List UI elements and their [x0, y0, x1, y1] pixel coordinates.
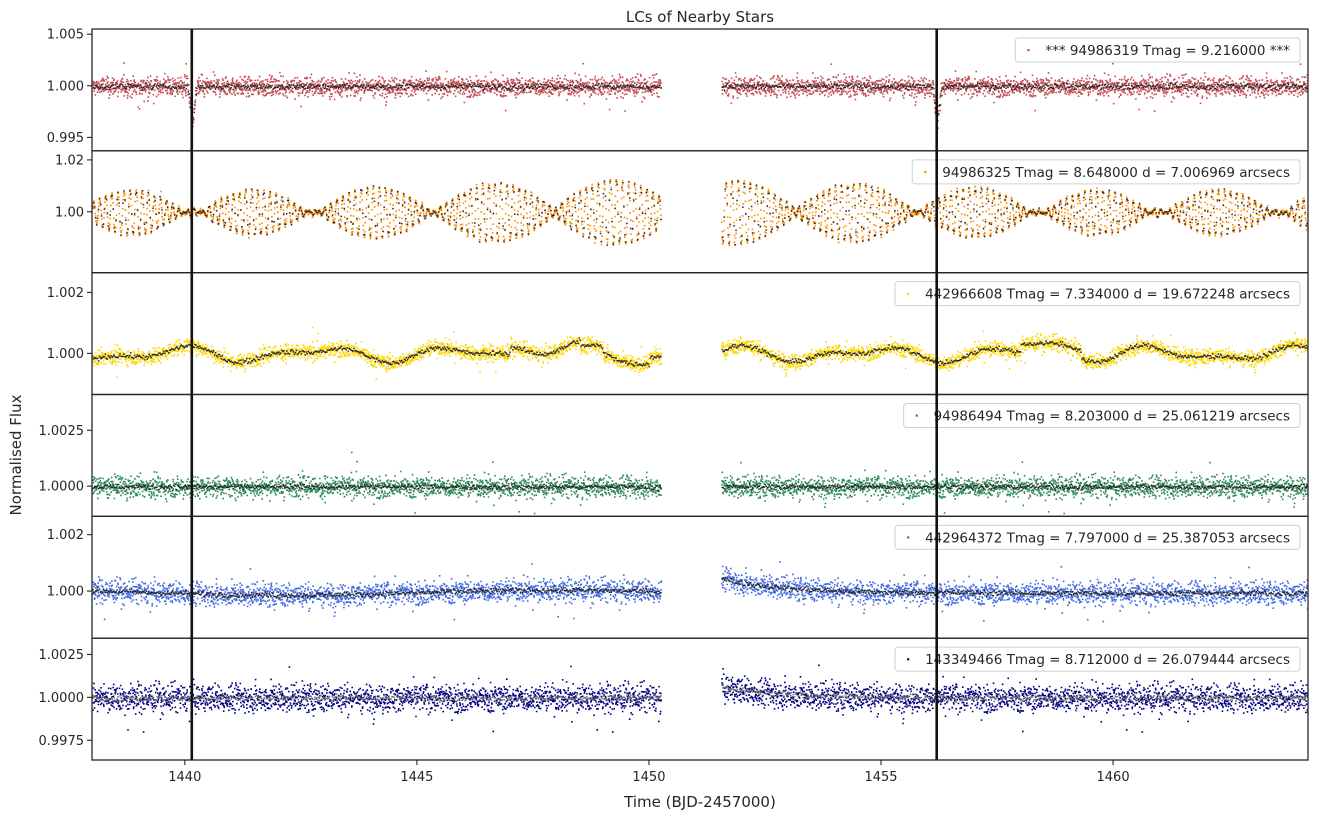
panel-5-legend-label: 442964372 Tmag = 7.797000 d = 25.387053 … — [925, 530, 1290, 546]
lightcurve-panel-6: 0.9975 1.0000 1.0025 143349466 Tmag = 8.712… — [39, 637, 1309, 761]
panel-2-legend-box — [911, 159, 1301, 185]
lightcurve-panel-4: 1.0000 1.0025 94986494 Tmag = 8.203000 d =… — [39, 393, 1309, 517]
panel-3-legend: 442966608 Tmag = 7.334000 d = 19.672248 … — [894, 281, 1301, 307]
panel-4-legend-box — [903, 403, 1301, 428]
panel-1-legend-box — [1014, 37, 1301, 63]
panel-4-raw-series — [92, 451, 1308, 517]
panel-6-legend-box — [894, 646, 1301, 672]
panel-6-legend-marker — [907, 658, 910, 661]
panel-3-y-tick-label: 1.002 — [47, 286, 84, 301]
panel-3-legend-label: 442966608 Tmag = 7.334000 d = 19.672248 … — [925, 287, 1290, 303]
panel-6-y-tick-label: 1.0025 — [39, 648, 85, 663]
lightcurve-panel-3: 1.000 1.002 442966608 Tmag = 7.334000 d = … — [47, 272, 1309, 396]
panel-5-data-points — [92, 561, 1308, 623]
panel-4-data-points — [92, 451, 1308, 517]
panel-6-frame — [91, 637, 1309, 761]
panel-1-data-points — [92, 62, 1308, 130]
y-axis-label: Normalised Flux — [7, 394, 25, 515]
panel-2-legend-marker — [924, 170, 927, 174]
panel-6-y-tick-label: 1.0000 — [39, 691, 85, 706]
x-tick-label: 1450 — [632, 770, 665, 785]
panel-5-y-tick-label: 1.002 — [47, 528, 84, 543]
panel-3-legend-marker — [907, 292, 910, 295]
panel-1-binned-series — [92, 81, 1308, 122]
lightcurve-panel-2: 1.00 1.02 94986325 Tmag = 8.648000 d = 7.0… — [55, 150, 1309, 274]
panel-4-legend: 94986494 Tmag = 8.203000 d = 25.061219 a… — [903, 403, 1301, 428]
panel-2-legend: 94986325 Tmag = 8.648000 d = 7.006969 ar… — [911, 159, 1301, 185]
panel-6-raw-series — [92, 664, 1308, 733]
panel-3-data-points — [92, 326, 1308, 380]
panels-layer: 0.995 1.000 1.005 *** 94986319 Tmag = 9.216… — [39, 28, 1309, 761]
panel-1-raw-series — [92, 62, 1308, 130]
x-tick-label: 1455 — [864, 770, 897, 785]
x-tick-label: 1460 — [1097, 770, 1130, 785]
panel-5-y-tick-label: 1.000 — [47, 585, 84, 600]
panel-1-legend-marker — [1027, 49, 1030, 52]
x-axis: 1440 1445 1450 1455 1460 — [168, 760, 1130, 785]
panel-3-legend-box — [894, 281, 1301, 307]
x-axis-label: Time (BJD-2457000) — [623, 793, 776, 811]
panel-6-legend-label: 143349466 Tmag = 8.712000 d = 26.079444 … — [925, 652, 1290, 668]
panel-4-y-tick-label: 1.0025 — [39, 424, 85, 439]
panel-4-y-tick-label: 1.0000 — [39, 480, 85, 495]
chart-title: LCs of Nearby Stars — [626, 8, 774, 26]
panel-6-data-points — [92, 664, 1308, 733]
transit-marker-layer — [190, 29, 939, 760]
panel-5-legend: 442964372 Tmag = 7.797000 d = 25.387053 … — [894, 524, 1301, 550]
panel-5-raw-series — [92, 561, 1308, 623]
lightcurve-panel-1: 0.995 1.000 1.005 *** 94986319 Tmag = 9.216… — [47, 28, 1309, 152]
panel-4-legend-marker — [915, 414, 918, 417]
panel-5-legend-marker — [907, 536, 910, 539]
panel-1-legend-label: *** 94986319 Tmag = 9.216000 *** — [1045, 43, 1290, 59]
lightcurve-panel-5: 1.000 1.002 442964372 Tmag = 7.797000 d = … — [47, 515, 1309, 639]
panel-2-y-tick-label: 1.02 — [55, 153, 84, 168]
panel-3-binned-series — [92, 337, 1308, 368]
panel-4-legend-label: 94986494 Tmag = 8.203000 d = 25.061219 a… — [934, 409, 1290, 425]
panel-1-y-tick-label: 1.005 — [47, 28, 84, 43]
x-tick-label: 1440 — [168, 770, 201, 785]
panel-6-y-tick-label: 0.9975 — [39, 734, 85, 749]
panel-2-data-points — [92, 178, 1308, 247]
panel-1-y-tick-label: 0.995 — [47, 131, 84, 146]
panel-2-y-tick-label: 1.00 — [55, 205, 84, 220]
panel-2-legend-label: 94986325 Tmag = 8.648000 d = 7.006969 ar… — [942, 165, 1290, 181]
panel-1-y-tick-label: 1.000 — [47, 79, 84, 94]
panel-6-legend: 143349466 Tmag = 8.712000 d = 26.079444 … — [894, 646, 1301, 672]
x-tick-label: 1445 — [400, 770, 433, 785]
panel-3-y-tick-label: 1.000 — [47, 347, 84, 362]
panel-1-legend: *** 94986319 Tmag = 9.216000 *** — [1014, 37, 1301, 63]
panel-5-legend-box — [894, 524, 1301, 550]
panel-2-raw-series — [92, 178, 1308, 247]
